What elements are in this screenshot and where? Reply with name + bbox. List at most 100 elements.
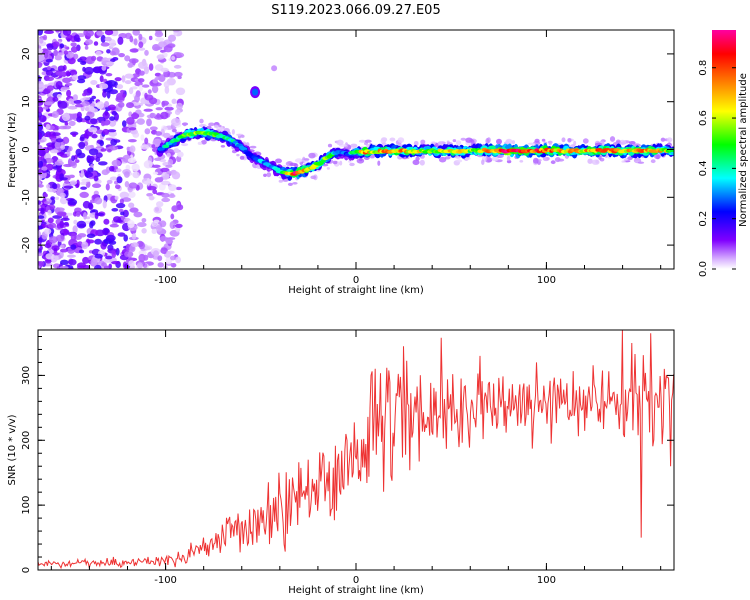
noise-speckle (59, 220, 65, 229)
noise-speckle (155, 37, 165, 42)
noise-speckle (111, 110, 118, 116)
noise-speckle (124, 80, 132, 85)
noise-speckle (541, 138, 546, 142)
noise-speckle (38, 83, 46, 91)
noise-speckle (124, 181, 130, 188)
noise-speckle (60, 248, 69, 253)
noise-speckle (39, 37, 44, 44)
noise-speckle (623, 158, 629, 161)
noise-speckle (43, 193, 48, 198)
noise-speckle (595, 159, 599, 164)
noise-speckle (397, 137, 405, 144)
noise-speckle (359, 157, 363, 162)
noise-speckle (140, 144, 150, 150)
noise-speckle (43, 51, 49, 59)
noise-speckle (650, 159, 656, 164)
noise-speckle (52, 183, 58, 190)
noise-speckle (160, 67, 169, 73)
noise-speckle (542, 156, 550, 162)
noise-speckle (94, 238, 102, 245)
noise-speckle (163, 81, 170, 88)
noise-speckle (59, 265, 69, 269)
noise-speckle (144, 92, 148, 99)
noise-speckle (289, 162, 298, 167)
noise-speckle (38, 54, 45, 62)
snr-plot-area (38, 330, 674, 570)
noise-speckle (38, 242, 41, 249)
y-tick-label: 200 (21, 431, 32, 450)
noise-speckle (38, 215, 45, 219)
noise-speckle (106, 179, 113, 184)
noise-speckle (77, 75, 87, 80)
noise-speckle (128, 87, 134, 95)
noise-speckle (55, 71, 65, 76)
noise-speckle (109, 223, 119, 228)
noise-speckle (153, 219, 160, 223)
noise-speckle (125, 243, 131, 252)
noise-speckle (57, 52, 63, 57)
noise-speckle (231, 129, 235, 135)
noise-speckle (90, 80, 98, 85)
noise-speckle (64, 180, 70, 184)
noise-speckle (94, 264, 102, 269)
noise-speckle (55, 234, 65, 242)
noise-speckle (152, 171, 159, 175)
noise-speckle (465, 137, 473, 143)
noise-speckle (137, 222, 147, 228)
noise-speckle (153, 206, 163, 214)
noise-speckle (126, 146, 131, 151)
noise-speckle (91, 134, 98, 139)
noise-speckle (38, 218, 42, 226)
noise-speckle (67, 105, 78, 110)
noise-speckle (109, 176, 118, 181)
noise-speckle (40, 207, 45, 215)
snr-series-line (38, 330, 674, 570)
noise-speckle (76, 111, 82, 119)
noise-speckle (109, 116, 116, 121)
noise-speckle (115, 184, 121, 190)
noise-speckle (131, 58, 136, 66)
noise-speckle (147, 89, 152, 94)
y-tick-label: -10 (21, 189, 32, 205)
noise-speckle (75, 211, 81, 217)
noise-speckle (148, 97, 158, 105)
noise-speckle (127, 157, 137, 163)
noise-speckle (120, 211, 125, 216)
noise-speckle (117, 36, 124, 45)
noise-speckle (38, 61, 43, 68)
noise-speckle (81, 101, 90, 107)
noise-speckle (175, 186, 182, 191)
noise-speckle (54, 141, 61, 149)
noise-speckle (38, 184, 44, 188)
x-tick-label: 100 (537, 575, 556, 586)
noise-speckle (122, 209, 129, 218)
noise-speckle (151, 164, 161, 168)
noise-speckle (144, 128, 151, 135)
noise-speckle (364, 139, 372, 143)
noise-speckle (171, 205, 179, 213)
noise-speckle (38, 174, 43, 181)
noise-speckle (419, 159, 425, 166)
noise-speckle (50, 137, 59, 143)
noise-speckle (54, 160, 64, 166)
noise-speckle (63, 228, 68, 235)
noise-speckle (151, 144, 156, 149)
snr-x-axis-label: Height of straight line (km) (288, 585, 424, 596)
noise-speckle (173, 64, 182, 69)
noise-speckle (175, 87, 186, 96)
noise-speckle (43, 201, 50, 205)
noise-speckle (47, 66, 51, 71)
noise-speckle (437, 141, 443, 146)
noise-speckle (77, 233, 87, 238)
noise-speckle (249, 145, 257, 149)
noise-speckle (165, 239, 174, 244)
noise-speckle (60, 86, 70, 90)
noise-speckle (64, 121, 69, 126)
noise-speckle (83, 212, 87, 220)
noise-speckle (175, 256, 182, 264)
noise-speckle (171, 55, 176, 61)
noise-speckle (131, 163, 140, 172)
noise-speckle (100, 42, 110, 47)
noise-speckle (55, 138, 64, 143)
noise-speckle (73, 53, 79, 60)
